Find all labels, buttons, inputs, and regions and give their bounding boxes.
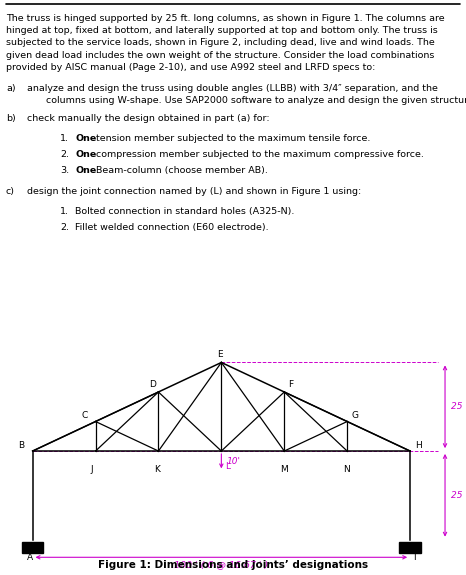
Text: One: One	[75, 150, 96, 159]
Text: J: J	[91, 465, 94, 474]
Text: 25 ': 25 '	[451, 491, 466, 500]
Text: subjected to the service loads, shown in Figure 2, including dead, live and wind: subjected to the service loads, shown in…	[6, 39, 435, 47]
Text: C: C	[82, 411, 88, 420]
Text: M: M	[281, 465, 288, 474]
Text: Figure 1: Dimensions and joints’ designations: Figure 1: Dimensions and joints’ designa…	[98, 560, 368, 570]
Text: 2.: 2.	[60, 223, 69, 232]
Text: One: One	[75, 166, 96, 175]
Text: L: L	[225, 462, 230, 471]
Text: columns using W-shape. Use SAP2000 software to analyze and design the given stru: columns using W-shape. Use SAP2000 softw…	[37, 96, 466, 105]
Text: check manually the design obtained in part (a) for:: check manually the design obtained in pa…	[27, 114, 270, 123]
Text: provided by AISC manual (Page 2-10), and use A992 steel and LRFD specs to:: provided by AISC manual (Page 2-10), and…	[6, 63, 376, 72]
Text: compression member subjected to the maximum compressive force.: compression member subjected to the maxi…	[93, 150, 424, 159]
Text: G: G	[352, 411, 359, 420]
Text: b): b)	[6, 114, 16, 123]
Text: D: D	[149, 381, 156, 389]
Text: Fillet welded connection (E60 electrode).: Fillet welded connection (E60 electrode)…	[75, 223, 268, 232]
Text: 2.: 2.	[60, 150, 69, 159]
Bar	[22, 542, 43, 553]
Text: design the joint connection named by (L) and shown in Figure 1 using:: design the joint connection named by (L)…	[27, 187, 361, 196]
Text: analyze and design the truss using double angles (LLBB) with 3/4″ separation, an: analyze and design the truss using doubl…	[27, 84, 438, 93]
Bar	[399, 542, 421, 553]
Text: F: F	[288, 381, 293, 389]
Text: Beam-column (choose member AB).: Beam-column (choose member AB).	[93, 166, 268, 175]
Text: One: One	[75, 134, 96, 143]
Text: 10': 10'	[227, 457, 241, 466]
Text: K: K	[154, 465, 160, 474]
Text: A: A	[27, 554, 33, 562]
Text: 25 ': 25 '	[451, 402, 466, 411]
Text: tension member subjected to the maximum tensile force.: tension member subjected to the maximum …	[93, 134, 370, 143]
Text: Bolted connection in standard holes (A325-N).: Bolted connection in standard holes (A32…	[75, 207, 295, 216]
Text: given dead load includes the own weight of the structure. Consider the load comb: given dead load includes the own weight …	[6, 51, 434, 60]
Text: The truss is hinged supported by 25 ft. long columns, as shown in Figure 1. The : The truss is hinged supported by 25 ft. …	[6, 14, 445, 23]
Text: H: H	[415, 441, 421, 450]
Text: 3.: 3.	[60, 166, 69, 175]
Text: 1.: 1.	[60, 134, 69, 143]
Text: N: N	[343, 465, 350, 474]
Text: E: E	[217, 350, 222, 359]
Text: B: B	[18, 441, 24, 450]
Text: c): c)	[6, 187, 15, 196]
Text: I: I	[413, 554, 416, 562]
Text: 1.: 1.	[60, 207, 69, 216]
Text: a): a)	[6, 84, 16, 93]
Text: hinged at top, fixed at bottom, and laterally supported at top and bottom only. : hinged at top, fixed at bottom, and late…	[6, 26, 438, 35]
Text: 100 ' ( 6 @ 16.67 ' ): 100 ' ( 6 @ 16.67 ' )	[174, 560, 268, 569]
